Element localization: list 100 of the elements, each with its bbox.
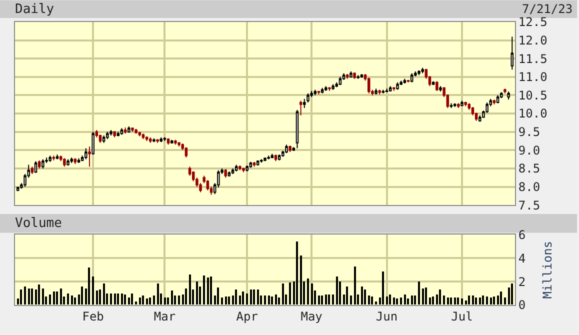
candlestick xyxy=(267,155,270,160)
bar xyxy=(300,256,302,305)
bar xyxy=(242,292,244,305)
bar xyxy=(250,290,252,305)
candlestick xyxy=(421,67,424,74)
candlestick xyxy=(328,86,331,92)
candlestick xyxy=(124,126,127,134)
candlestick xyxy=(120,128,124,136)
y-tick-label: 10.5 xyxy=(518,88,548,102)
bar xyxy=(364,290,366,305)
bar xyxy=(103,284,105,305)
bar xyxy=(124,294,126,305)
bar xyxy=(493,296,495,305)
bar xyxy=(311,284,313,305)
bar xyxy=(336,276,338,305)
candlestick xyxy=(353,72,356,80)
y-tick-label: 9.5 xyxy=(518,125,540,140)
candlestick xyxy=(163,136,166,142)
bar xyxy=(393,298,395,305)
candlestick xyxy=(260,158,263,164)
candlestick xyxy=(317,90,320,95)
bar xyxy=(20,290,22,305)
candlestick xyxy=(270,153,274,159)
bar xyxy=(275,294,277,305)
bar xyxy=(164,298,166,305)
y-tick-label: 6 xyxy=(518,228,526,242)
bar xyxy=(196,282,198,305)
candlestick xyxy=(324,86,328,92)
bar xyxy=(389,294,391,305)
candlestick xyxy=(453,102,456,108)
y-tick-label: 12.0 xyxy=(518,34,548,48)
bar xyxy=(217,288,219,305)
candlestick xyxy=(496,94,500,104)
bar xyxy=(257,290,259,305)
bar xyxy=(328,294,330,305)
candlestick xyxy=(278,154,281,161)
bar xyxy=(225,296,227,305)
candlestick xyxy=(106,131,109,140)
bar xyxy=(346,286,348,305)
candlestick xyxy=(460,100,464,107)
bar xyxy=(38,284,40,305)
x-tick-label: May xyxy=(300,309,322,324)
candlestick xyxy=(52,155,56,161)
candlestick xyxy=(66,158,70,166)
bar xyxy=(396,298,398,305)
bar xyxy=(207,278,209,305)
bar xyxy=(457,298,459,305)
y-tick-label: 10.0 xyxy=(518,106,548,121)
candlestick xyxy=(314,89,317,96)
candlestick xyxy=(56,154,59,160)
bar xyxy=(450,298,452,305)
candlestick xyxy=(84,148,88,160)
candlestick xyxy=(238,165,242,171)
candlestick xyxy=(378,89,381,95)
candlestick xyxy=(256,160,260,166)
bar xyxy=(479,298,481,305)
y-tick-label: 4 xyxy=(518,251,526,266)
y-tick-label: 9.0 xyxy=(518,143,540,158)
bar xyxy=(171,290,173,305)
candlestick xyxy=(34,160,38,174)
candlestick xyxy=(406,79,410,83)
bar xyxy=(454,298,456,305)
bar xyxy=(178,296,180,305)
bar xyxy=(67,294,69,305)
candlestick xyxy=(110,130,112,136)
candlestick xyxy=(478,114,482,122)
candlestick xyxy=(492,99,496,105)
candlestick xyxy=(350,70,352,78)
candlestick xyxy=(246,165,248,172)
candlestick xyxy=(418,70,420,76)
candlestick xyxy=(42,158,44,169)
bar xyxy=(414,296,416,305)
candlestick xyxy=(224,168,227,178)
bar xyxy=(407,298,409,305)
candlestick xyxy=(152,138,156,143)
bar xyxy=(475,298,477,305)
bar xyxy=(268,296,270,305)
bar xyxy=(490,298,492,305)
candlestick xyxy=(70,156,73,164)
bar xyxy=(49,294,51,305)
bar xyxy=(472,296,474,305)
bar xyxy=(28,288,30,305)
candlestick xyxy=(388,86,392,92)
candlestick xyxy=(166,138,170,146)
candlestick xyxy=(346,73,349,80)
bar xyxy=(386,296,388,305)
candlestick xyxy=(356,74,360,80)
bar xyxy=(235,290,237,305)
bar xyxy=(153,296,155,305)
bar xyxy=(71,296,73,305)
bar xyxy=(271,296,273,305)
x-tick-label: Jun xyxy=(376,309,398,324)
y-tick-label: 11.5 xyxy=(518,52,548,66)
bar xyxy=(228,296,230,305)
bar xyxy=(110,294,112,305)
candlestick xyxy=(396,82,399,90)
candlestick xyxy=(48,155,52,162)
bar xyxy=(96,290,98,305)
candlestick xyxy=(374,88,378,95)
candlestick xyxy=(184,146,188,158)
